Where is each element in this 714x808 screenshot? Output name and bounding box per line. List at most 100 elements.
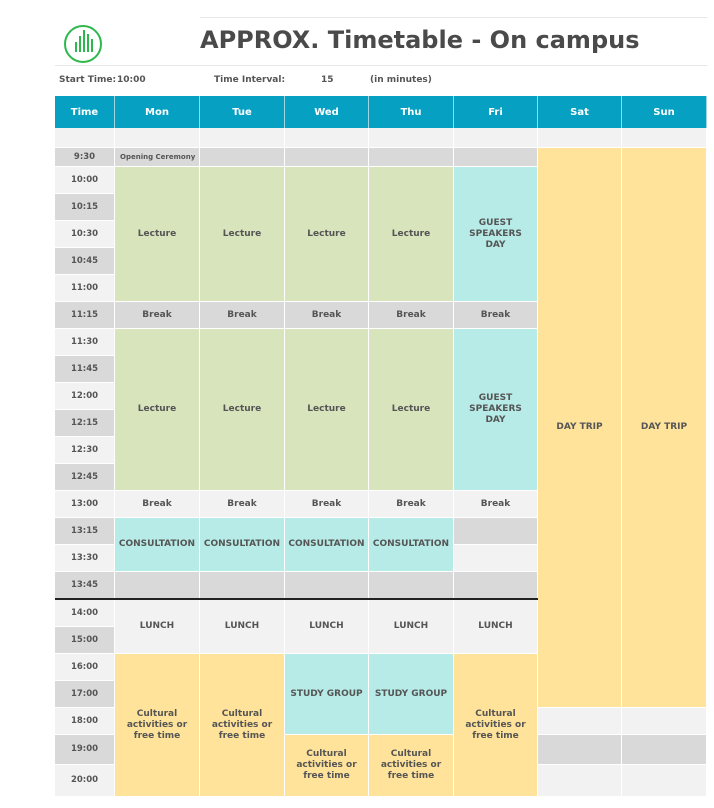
event-consultation[interactable]: CONSULTATION xyxy=(115,518,200,572)
time-label: 9:30 xyxy=(55,148,115,167)
empty-slot[interactable] xyxy=(454,518,538,545)
time-label: 12:30 xyxy=(55,437,115,464)
divider xyxy=(200,17,707,18)
event-cultural-activities-or-free-time[interactable]: Cultural activities or free time xyxy=(285,735,369,797)
empty-slot[interactable] xyxy=(200,572,285,600)
event-cultural-activities-or-free-time[interactable]: Cultural activities or free time xyxy=(369,735,454,797)
event-consultation[interactable]: CONSULTATION xyxy=(285,518,369,572)
time-label: 15:00 xyxy=(55,627,115,654)
time-interval-label: Time Interval: xyxy=(214,75,286,85)
time-label: 19:00 xyxy=(55,735,115,765)
event-lecture[interactable]: Lecture xyxy=(369,329,454,491)
event-lunch[interactable]: LUNCH xyxy=(200,600,285,654)
time-label: 10:00 xyxy=(55,167,115,194)
time-label: 16:00 xyxy=(55,654,115,681)
time-label: 11:15 xyxy=(55,302,115,329)
event-break[interactable]: Break xyxy=(285,491,369,518)
logo-icon xyxy=(64,25,102,63)
event-cultural-activities-or-free-time[interactable]: Cultural activities or free time xyxy=(200,654,285,797)
event-break[interactable]: Break xyxy=(454,491,538,518)
time-label: 13:15 xyxy=(55,518,115,545)
time-label: 12:15 xyxy=(55,410,115,437)
blank-cell xyxy=(285,128,369,148)
time-label: 18:00 xyxy=(55,708,115,735)
empty-slot[interactable] xyxy=(622,765,707,797)
event-opening-ceremony[interactable]: Opening Ceremony xyxy=(115,148,200,167)
event-break[interactable]: Break xyxy=(454,302,538,329)
event-break[interactable]: Break xyxy=(285,302,369,329)
event-consultation[interactable]: CONSULTATION xyxy=(200,518,285,572)
column-header-mon: Mon xyxy=(115,96,200,128)
column-header-wed: Wed xyxy=(285,96,369,128)
start-time-value[interactable]: 10:00 xyxy=(117,75,146,85)
column-header-time: Time xyxy=(55,96,115,128)
event-guest-speakers-day[interactable]: GUEST SPEAKERS DAY xyxy=(454,329,538,491)
empty-slot[interactable] xyxy=(369,572,454,600)
event-lecture[interactable]: Lecture xyxy=(200,329,285,491)
event-lecture[interactable]: Lecture xyxy=(115,167,200,302)
blank-cell xyxy=(622,128,707,148)
lunch-divider xyxy=(55,598,538,600)
blank-cell xyxy=(55,128,115,148)
event-lecture[interactable]: Lecture xyxy=(200,167,285,302)
time-label: 11:30 xyxy=(55,329,115,356)
column-header-sun: Sun xyxy=(622,96,707,128)
event-lunch[interactable]: LUNCH xyxy=(115,600,200,654)
time-label: 10:30 xyxy=(55,221,115,248)
column-header-fri: Fri xyxy=(454,96,538,128)
event-lunch[interactable]: LUNCH xyxy=(454,600,538,654)
divider xyxy=(55,65,707,66)
blank-cell xyxy=(454,128,538,148)
empty-slot[interactable] xyxy=(538,765,622,797)
empty-slot[interactable] xyxy=(369,148,454,167)
time-interval-value[interactable]: 15 xyxy=(321,75,334,85)
event-break[interactable]: Break xyxy=(115,302,200,329)
time-label: 13:30 xyxy=(55,545,115,572)
event-study-group[interactable]: STUDY GROUP xyxy=(369,654,454,735)
time-label: 13:00 xyxy=(55,491,115,518)
empty-slot[interactable] xyxy=(285,148,369,167)
event-break[interactable]: Break xyxy=(369,302,454,329)
blank-cell xyxy=(200,128,285,148)
event-lecture[interactable]: Lecture xyxy=(369,167,454,302)
event-lecture[interactable]: Lecture xyxy=(115,329,200,491)
empty-slot[interactable] xyxy=(454,148,538,167)
time-label: 10:45 xyxy=(55,248,115,275)
time-label: 11:45 xyxy=(55,356,115,383)
blank-cell xyxy=(538,128,622,148)
event-lunch[interactable]: LUNCH xyxy=(369,600,454,654)
empty-slot[interactable] xyxy=(454,545,538,572)
event-break[interactable]: Break xyxy=(200,491,285,518)
time-label: 12:45 xyxy=(55,464,115,491)
time-label: 14:00 xyxy=(55,600,115,627)
event-cultural-activities-or-free-time[interactable]: Cultural activities or free time xyxy=(454,654,538,797)
event-break[interactable]: Break xyxy=(115,491,200,518)
column-header-thu: Thu xyxy=(369,96,454,128)
event-cultural-activities-or-free-time[interactable]: Cultural activities or free time xyxy=(115,654,200,797)
event-consultation[interactable]: CONSULTATION xyxy=(369,518,454,572)
event-lunch[interactable]: LUNCH xyxy=(285,600,369,654)
event-break[interactable]: Break xyxy=(369,491,454,518)
empty-slot[interactable] xyxy=(115,572,200,600)
empty-slot[interactable] xyxy=(622,708,707,735)
empty-slot[interactable] xyxy=(538,735,622,765)
event-lecture[interactable]: Lecture xyxy=(285,167,369,302)
empty-slot[interactable] xyxy=(285,572,369,600)
time-label: 13:45 xyxy=(55,572,115,600)
event-lecture[interactable]: Lecture xyxy=(285,329,369,491)
event-day-trip[interactable]: DAY TRIP xyxy=(622,148,707,708)
event-study-group[interactable]: STUDY GROUP xyxy=(285,654,369,735)
time-label: 11:00 xyxy=(55,275,115,302)
time-label: 12:00 xyxy=(55,383,115,410)
event-break[interactable]: Break xyxy=(200,302,285,329)
event-day-trip[interactable]: DAY TRIP xyxy=(538,148,622,708)
time-label: 20:00 xyxy=(55,765,115,797)
empty-slot[interactable] xyxy=(622,735,707,765)
empty-slot[interactable] xyxy=(200,148,285,167)
empty-slot[interactable] xyxy=(454,572,538,600)
empty-slot[interactable] xyxy=(538,708,622,735)
column-header-tue: Tue xyxy=(200,96,285,128)
interval-unit: (in minutes) xyxy=(370,75,432,85)
event-guest-speakers-day[interactable]: GUEST SPEAKERS DAY xyxy=(454,167,538,302)
blank-cell xyxy=(369,128,454,148)
